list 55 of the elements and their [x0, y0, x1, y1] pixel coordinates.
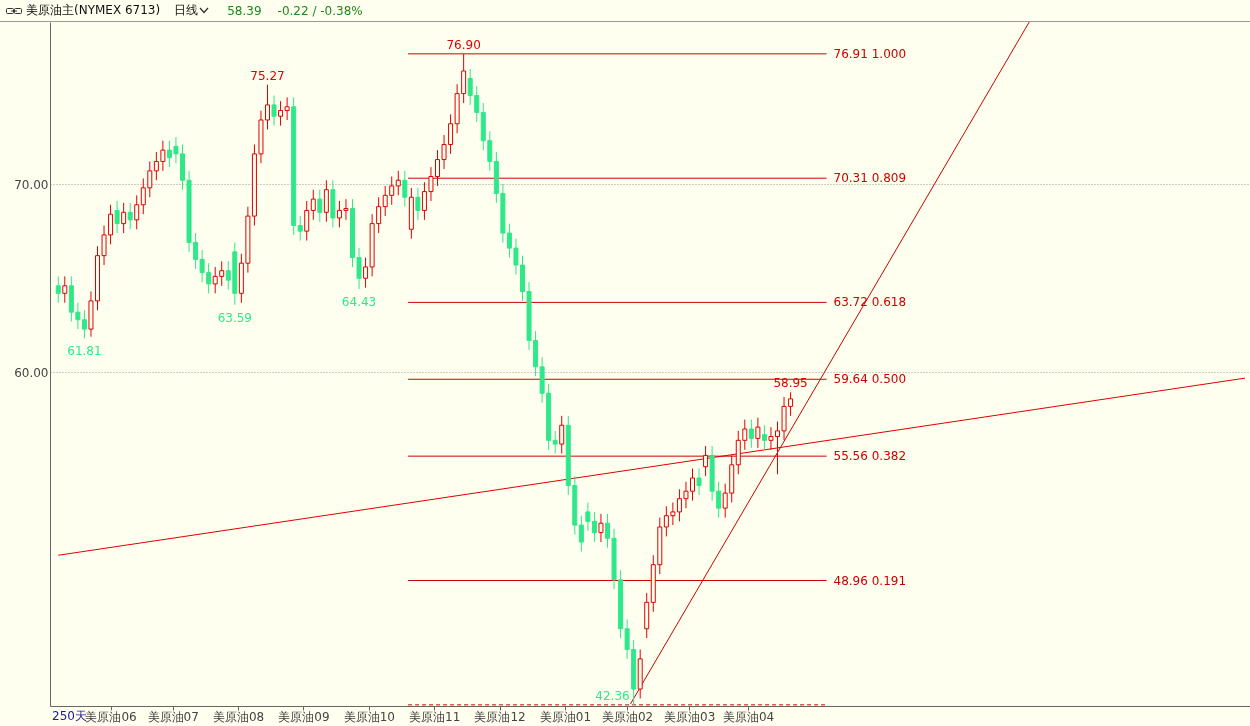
series-label: 63.72 0.618: [833, 295, 907, 310]
candlestick: [402, 170, 408, 208]
candlestick: [415, 187, 421, 221]
x-tick-label: 美原油02: [601, 709, 654, 724]
candlestick: [748, 419, 754, 449]
x-tick-label: 美原油12: [474, 709, 526, 724]
annotation: 61.81: [67, 344, 102, 359]
candlestick: [578, 515, 584, 552]
annotation: 76.90: [446, 38, 481, 53]
candlestick: [703, 445, 709, 477]
text: -0.22 / -0.38%: [277, 3, 363, 18]
candlestick: [559, 415, 565, 454]
x-tick-label: 美原油03: [664, 709, 716, 724]
candlestick: [598, 513, 604, 543]
candlestick: [761, 424, 767, 451]
candlestick: [114, 200, 120, 234]
candlestick: [395, 170, 401, 196]
text: 250天: [52, 708, 87, 725]
series-label: 76.91 1.000: [833, 46, 907, 61]
x-tick-label: 美原油08: [212, 709, 265, 724]
annotation: 63.59: [217, 310, 252, 325]
candlestick: [127, 202, 133, 230]
x-tick-label: 美原油06: [85, 709, 137, 724]
candlestick: [552, 430, 558, 454]
x-tick-label: 美原油10: [343, 709, 395, 724]
candlestick: [297, 215, 303, 242]
x-tick-label: 美原油11: [409, 709, 461, 724]
candlestick: [304, 200, 310, 242]
candlestick: [323, 179, 329, 223]
series-label: 59.64 0.500: [833, 372, 907, 387]
candlestick: [134, 194, 140, 230]
annotation: 75.27: [250, 68, 285, 83]
candlestick: [271, 94, 277, 127]
series-label: 70.31 0.809: [833, 171, 907, 186]
candlestick: [121, 202, 127, 234]
series-label: 55.56 0.382: [833, 449, 907, 464]
x-tick-label: 美原油01: [539, 709, 592, 724]
candlestick: [62, 275, 68, 304]
candlestick: [317, 189, 323, 223]
x-tick-label: 美原油04: [722, 709, 775, 724]
x-tick-label: 美原油07: [147, 709, 199, 724]
annotation: 58.95: [773, 376, 808, 391]
annotation: 64.43: [341, 295, 377, 309]
candlestick: [55, 275, 61, 304]
candlestick: [696, 468, 702, 496]
chart-title: 美原油主(NYMEX 6713): [26, 2, 161, 19]
y-tick-label: 70.00: [14, 177, 49, 192]
candlestick: [755, 417, 761, 449]
x-tick-label: 美原油09: [278, 709, 330, 724]
series-label: 48.96 0.191: [833, 573, 907, 588]
candlestick: [310, 189, 316, 221]
annotation: 42.36: [595, 688, 630, 703]
chart-subtitle: 日线: [174, 2, 199, 19]
y-tick-label: 60.00: [14, 365, 49, 380]
text: 58.39: [227, 3, 262, 18]
